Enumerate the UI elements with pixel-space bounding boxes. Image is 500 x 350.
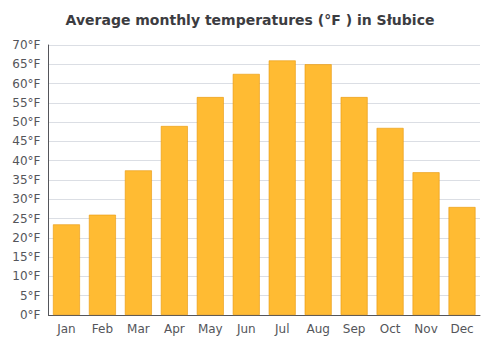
svg-text:Feb: Feb <box>92 322 113 336</box>
svg-text:50°F: 50°F <box>12 115 40 129</box>
svg-text:Jan: Jan <box>56 322 76 336</box>
svg-text:5°F: 5°F <box>20 289 41 303</box>
svg-text:May: May <box>198 322 223 336</box>
svg-text:Sep: Sep <box>343 322 366 336</box>
svg-text:45°F: 45°F <box>12 134 40 148</box>
svg-text:Aug: Aug <box>306 322 329 336</box>
svg-text:Jul: Jul <box>274 322 289 336</box>
svg-text:Mar: Mar <box>127 322 150 336</box>
svg-text:25°F: 25°F <box>12 212 40 226</box>
svg-text:20°F: 20°F <box>12 231 40 245</box>
svg-text:Dec: Dec <box>450 322 473 336</box>
svg-text:Oct: Oct <box>380 322 401 336</box>
svg-text:40°F: 40°F <box>12 154 40 168</box>
svg-text:15°F: 15°F <box>12 250 40 264</box>
svg-text:65°F: 65°F <box>12 57 40 71</box>
svg-text:Jun: Jun <box>236 322 256 336</box>
svg-text:Apr: Apr <box>164 322 185 336</box>
svg-text:Average monthly temperatures (: Average monthly temperatures (°F ) in Sł… <box>66 12 435 28</box>
svg-text:10°F: 10°F <box>12 269 40 283</box>
svg-text:0°F: 0°F <box>20 308 41 322</box>
svg-text:55°F: 55°F <box>12 96 40 110</box>
svg-text:60°F: 60°F <box>12 77 40 91</box>
svg-text:Nov: Nov <box>414 322 437 336</box>
svg-text:30°F: 30°F <box>12 192 40 206</box>
svg-text:35°F: 35°F <box>12 173 40 187</box>
svg-text:70°F: 70°F <box>12 38 40 52</box>
